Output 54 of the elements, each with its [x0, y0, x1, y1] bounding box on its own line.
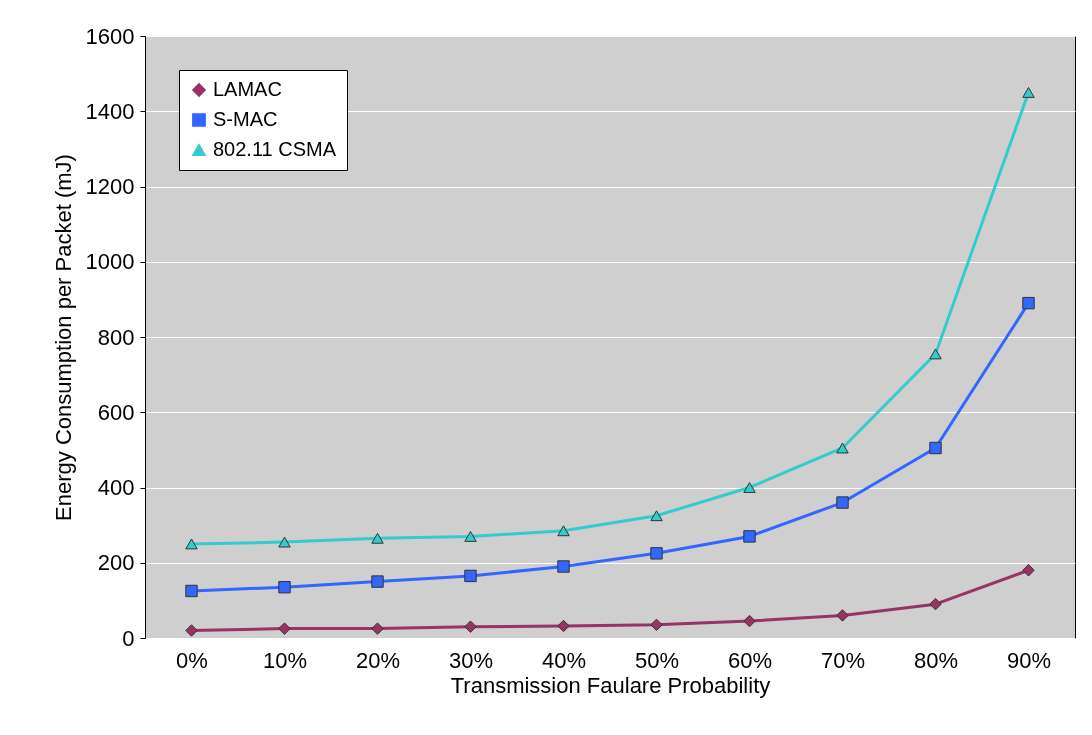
- point: [278, 622, 291, 635]
- y-tick-label: 0: [122, 625, 135, 651]
- point: [371, 622, 384, 635]
- x-tick-label: 0%: [176, 647, 208, 673]
- y-tick-label: 400: [97, 475, 135, 500]
- legend-label: LAMAC: [213, 78, 282, 100]
- y-tick-label: 1600: [85, 23, 135, 49]
- x-tick-label: 50%: [634, 647, 680, 673]
- x-tick-label: 20%: [355, 647, 401, 673]
- point: [743, 482, 756, 493]
- point: [836, 442, 849, 454]
- point: [557, 619, 570, 633]
- x-tick-label: 90%: [1006, 647, 1052, 673]
- point: [650, 547, 663, 560]
- y-axis-title: Energy Consumption per Packet (mJ): [50, 154, 76, 521]
- legend-label: 802.11 CSMA: [213, 138, 337, 160]
- point: [650, 618, 663, 632]
- point: [929, 348, 942, 360]
- y-tick-label: 1200: [85, 174, 135, 199]
- y-tick-label: 600: [97, 399, 135, 425]
- x-tick-label: 60%: [727, 647, 773, 673]
- x-tick-label: 70%: [820, 647, 866, 673]
- legend-label: S-MAC: [213, 108, 278, 130]
- point: [1022, 564, 1035, 577]
- x-tick-label: 40%: [541, 647, 587, 673]
- point: [371, 575, 384, 588]
- x-axis-title: Transmission Faulare Probability: [450, 672, 771, 698]
- point: [464, 569, 477, 583]
- y-tick-label: 200: [97, 550, 135, 576]
- point: [929, 441, 942, 455]
- x-tick-label: 80%: [913, 647, 959, 673]
- point: [743, 530, 756, 543]
- point: [371, 532, 384, 544]
- point: [929, 597, 942, 611]
- point: [185, 624, 198, 637]
- point: [743, 614, 756, 628]
- x-tick-label: 30%: [448, 647, 494, 673]
- point: [557, 525, 570, 537]
- x-tick-label: 10%: [262, 647, 308, 673]
- point: [836, 496, 849, 509]
- y-tick-label: 1000: [85, 249, 135, 275]
- point: [557, 560, 570, 573]
- point: [464, 530, 477, 542]
- point: [1022, 296, 1035, 310]
- point: [464, 620, 477, 633]
- y-tick-label: 1400: [85, 98, 135, 124]
- point: [185, 584, 198, 598]
- point: [1022, 87, 1035, 98]
- point: [185, 538, 198, 550]
- point: [278, 536, 291, 548]
- point: [836, 609, 849, 622]
- point: [278, 581, 291, 594]
- y-tick-label: 800: [97, 324, 135, 350]
- point: [650, 510, 663, 522]
